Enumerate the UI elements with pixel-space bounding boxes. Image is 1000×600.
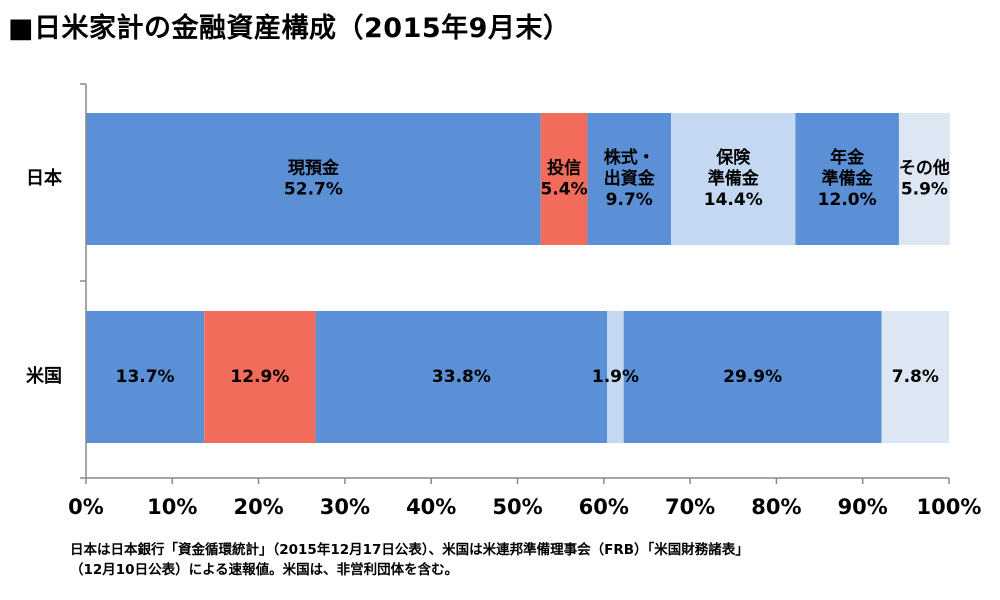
data-label-2-3-1: 33.8% — [432, 367, 491, 387]
segment-labels: 現預金52.7%投信5.4%株式・出資金9.7%保険準備金14.4%年金準備金1… — [116, 147, 950, 387]
source-note-line-1: 日本は日本銀行「資金循環統計」（2015年12月17日公表）、米国は米連邦準備理… — [70, 542, 749, 558]
data-label-1-2-2: 5.4% — [541, 180, 588, 200]
bar-segment-2-1 — [86, 311, 205, 443]
data-label-1-4-3: 14.4% — [704, 190, 763, 210]
data-label-1-5-1: 年金 — [830, 147, 865, 168]
data-label-1-5-2: 準備金 — [822, 168, 874, 189]
data-label-1-4-1: 保険 — [715, 147, 751, 168]
data-label-1-2-1: 投信 — [547, 158, 581, 179]
x-tick-labels: 0% 10% 20% 30% 40% 50% 60% 70% 80% 90% 100% — [68, 495, 981, 519]
source-note-line-2: （12月10日公表）による速報値。米国は、非営利団体を含む。 — [70, 562, 459, 578]
bar-segment-1-5 — [795, 113, 899, 245]
x-tick-label-8: 70% — [665, 495, 715, 519]
bar-segment-2-2 — [204, 311, 316, 443]
x-tick-label-11: 100% — [917, 495, 982, 519]
x-tick-label-3: 20% — [233, 495, 283, 519]
data-label-2-1-1: 13.7% — [116, 367, 175, 387]
bar-segment-2-3 — [315, 311, 608, 443]
source-note: 日本は日本銀行「資金循環統計」（2015年12月17日公表）、米国は米連邦準備理… — [70, 540, 749, 580]
data-label-1-3-1: 株式・ — [604, 147, 655, 168]
x-tick-label-10: 90% — [838, 495, 888, 519]
data-label-2-6-1: 7.8% — [892, 367, 939, 387]
bar-segment-2-6 — [881, 311, 949, 443]
bar-segment-1-6 — [898, 113, 950, 245]
data-label-1-4-2: 準備金 — [708, 168, 760, 189]
bar-segment-1-1 — [86, 113, 541, 245]
data-label-1-6-1: その他 — [899, 158, 950, 179]
data-label-1-6-2: 5.9% — [901, 180, 948, 200]
chart-title: ■日米家計の金融資産構成（2015年9月末） — [8, 13, 571, 44]
bar-segment-1-3 — [587, 113, 672, 245]
axes — [80, 83, 950, 484]
x-tick-label-9: 80% — [751, 495, 801, 519]
x-tick-label-4: 30% — [320, 495, 370, 519]
data-label-1-5-3: 12.0% — [818, 190, 877, 210]
bar-segment-2-4 — [607, 311, 624, 443]
data-label-1-1-2: 52.7% — [284, 180, 343, 200]
data-label-2-4-1: 1.9% — [592, 367, 639, 387]
bar-segment-1-2 — [540, 113, 588, 245]
category-label-1: 日本 — [26, 167, 62, 189]
data-label-1-3-2: 出資金 — [604, 168, 656, 189]
bar-segment-2-5 — [623, 311, 882, 443]
x-tick-label-1: 0% — [68, 495, 104, 519]
bar-segments — [86, 113, 950, 443]
data-label-2-2-1: 12.9% — [230, 367, 289, 387]
data-label-1-1-1: 現預金 — [288, 158, 340, 179]
data-label-2-5-1: 29.9% — [723, 367, 782, 387]
x-tick-label-2: 10% — [147, 495, 197, 519]
data-label-1-3-3: 9.7% — [606, 190, 653, 210]
bar-segment-1-4 — [671, 113, 796, 245]
x-tick-label-6: 50% — [492, 495, 542, 519]
category-label-2: 米国 — [26, 365, 62, 387]
x-tick-label-5: 40% — [406, 495, 456, 519]
x-tick-label-7: 60% — [579, 495, 629, 519]
